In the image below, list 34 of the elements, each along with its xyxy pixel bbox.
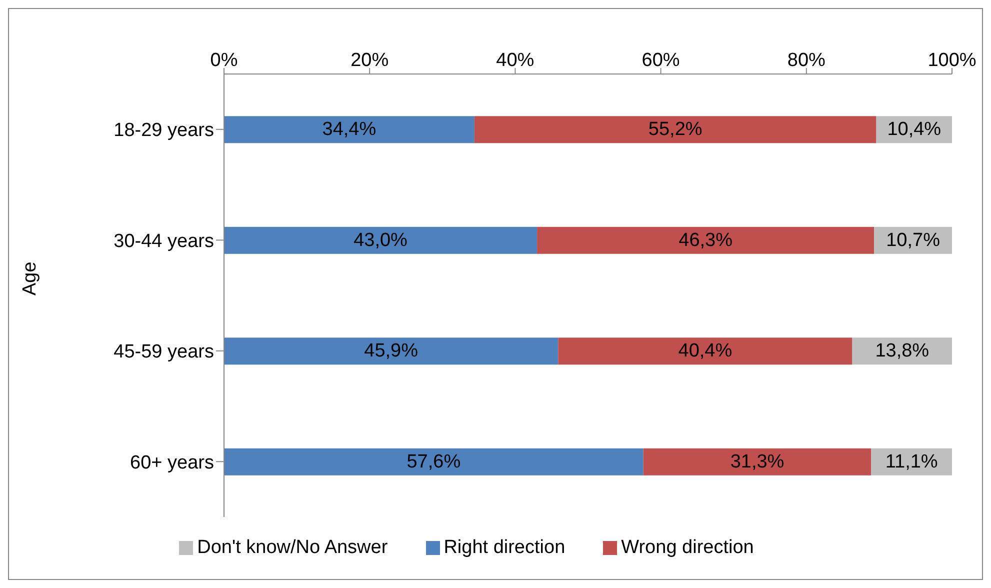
data-label: 55,2% <box>648 119 702 140</box>
bar <box>537 226 874 254</box>
y-tick-label: 60+ years <box>130 452 214 474</box>
legend-label: Right direction <box>444 537 566 558</box>
bar <box>224 338 558 365</box>
data-label: 34,4% <box>322 119 376 140</box>
data-label: 10,4% <box>887 119 942 140</box>
x-tick-label: 80% <box>787 50 826 71</box>
y-tick-label: 45-59 years <box>114 342 214 363</box>
data-label: 57,6% <box>406 451 461 472</box>
data-label: 45,9% <box>364 340 418 362</box>
data-label: 11,1% <box>885 451 938 472</box>
x-tick-label: 60% <box>642 50 680 71</box>
data-label: 10,7% <box>886 230 940 251</box>
x-tick-label: 100% <box>928 50 976 71</box>
y-tick-label: 18-29 years <box>114 120 214 142</box>
bar <box>558 338 852 365</box>
data-label: 43,0% <box>354 230 408 251</box>
legend-label: Don't know/No Answer <box>197 537 388 558</box>
y-axis-title: Age <box>20 262 41 296</box>
x-tick-label: 40% <box>496 50 534 71</box>
x-tick-label: 0% <box>210 50 238 71</box>
legend-label: Wrong direction <box>621 537 754 558</box>
bar <box>224 116 474 144</box>
data-label: 13,8% <box>875 340 930 362</box>
data-label: 40,4% <box>678 340 732 362</box>
y-tick-label: 30-44 years <box>114 230 214 252</box>
bar <box>224 448 644 476</box>
bar <box>474 116 876 144</box>
bar <box>643 448 872 476</box>
data-label: 31,3% <box>730 451 784 472</box>
bar <box>224 226 538 254</box>
x-tick-label: 20% <box>350 50 389 71</box>
data-label: 46,3% <box>678 230 733 251</box>
